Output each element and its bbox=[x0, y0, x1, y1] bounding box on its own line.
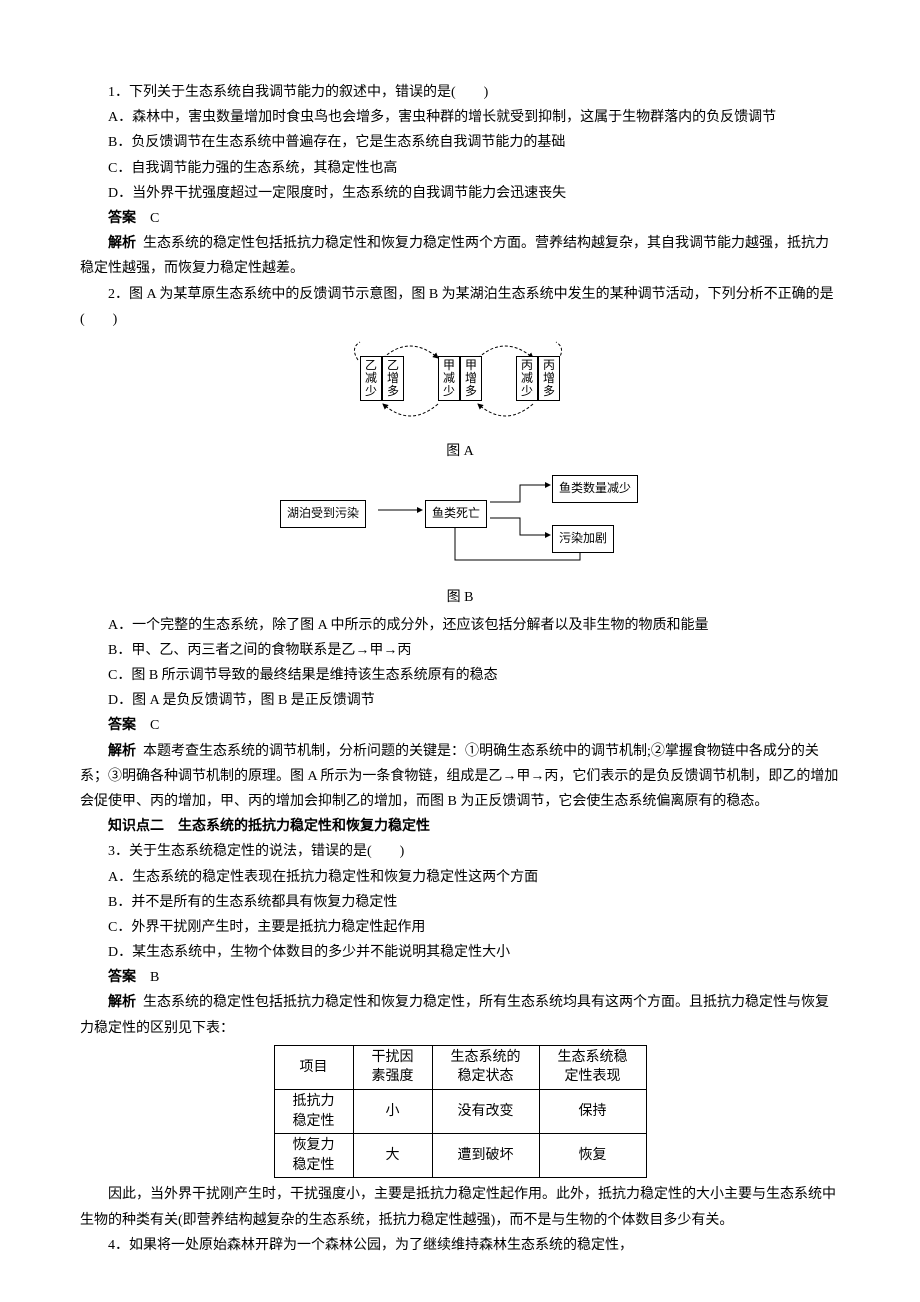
q3-explain-pre-text: 生态系统的稳定性包括抵抗力稳定性和恢复力稳定性，所有生态系统均具有这两个方面。且… bbox=[80, 995, 829, 1035]
table-header-row: 项目 干扰因素强度 生态系统的稳定状态 生态系统稳定性表现 bbox=[274, 1045, 646, 1089]
td-r1c2: 小 bbox=[353, 1090, 432, 1134]
q1-optB: B．负反馈调节在生态系统中普遍存在，它是生态系统自我调节能力的基础 bbox=[80, 130, 840, 155]
box-jia-dec: 甲减少 bbox=[438, 356, 460, 402]
th-intensity: 干扰因素强度 bbox=[353, 1045, 432, 1089]
q3-optA: A．生态系统的稳定性表现在抵抗力稳定性和恢复力稳定性这两个方面 bbox=[80, 865, 840, 890]
td-r2c1: 恢复力稳定性 bbox=[274, 1134, 353, 1178]
box-bing-inc: 丙增多 bbox=[538, 356, 560, 402]
q3-table: 项目 干扰因素强度 生态系统的稳定状态 生态系统稳定性表现 抵抗力稳定性 小 没… bbox=[274, 1045, 647, 1179]
q3-optD: D．某生态系统中，生物个体数目的多少并不能说明其稳定性大小 bbox=[80, 940, 840, 965]
box-bing-dec: 丙减少 bbox=[516, 356, 538, 402]
q3-optC: C．外界干扰刚产生时，主要是抵抗力稳定性起作用 bbox=[80, 915, 840, 940]
box-lake: 湖泊受到污染 bbox=[280, 500, 366, 528]
table-row: 抵抗力稳定性 小 没有改变 保持 bbox=[274, 1090, 646, 1134]
q4-stem: 4．如果将一处原始森林开辟为一个森林公园，为了继续维持森林生态系统的稳定性， bbox=[80, 1233, 840, 1258]
diagram-B: 湖泊受到污染 鱼类死亡 鱼类数量减少 污染加剧 bbox=[260, 470, 660, 570]
box-yi-dec: 乙减少 bbox=[360, 356, 382, 402]
q3-answer-line: 答案 B bbox=[80, 965, 840, 990]
q2-explain-label: 解析 bbox=[108, 744, 136, 759]
q1-answer-label: 答案 bbox=[108, 211, 136, 226]
figure-B: 湖泊受到污染 鱼类死亡 鱼类数量减少 污染加剧 bbox=[80, 470, 840, 579]
td-r2c3: 遭到破坏 bbox=[432, 1134, 539, 1178]
q3-explain-pre: 解析生态系统的稳定性包括抵抗力稳定性和恢复力稳定性，所有生态系统均具有这两个方面… bbox=[80, 990, 840, 1040]
td-r1c4: 保持 bbox=[539, 1090, 646, 1134]
q1-stem: 1．下列关于生态系统自我调节能力的叙述中，错误的是( ) bbox=[80, 80, 840, 105]
td-r1c1: 抵抗力稳定性 bbox=[274, 1090, 353, 1134]
q1-optD: D．当外界干扰强度超过一定限度时，生态系统的自我调节能力会迅速丧失 bbox=[80, 181, 840, 206]
box-jia-inc: 甲增多 bbox=[460, 356, 482, 402]
box-fish-die: 鱼类死亡 bbox=[425, 500, 487, 528]
box-fish-dec: 鱼类数量减少 bbox=[552, 475, 638, 503]
td-r2c4: 恢复 bbox=[539, 1134, 646, 1178]
q1-explain: 生态系统的稳定性包括抵抗力稳定性和恢复力稳定性两个方面。营养结构越复杂，其自我调… bbox=[80, 236, 829, 276]
q1-answer-line: 答案 C bbox=[80, 206, 840, 231]
q1-explain-line: 解析生态系统的稳定性包括抵抗力稳定性和恢复力稳定性两个方面。营养结构越复杂，其自… bbox=[80, 231, 840, 281]
q2-explain-line: 解析本题考查生态系统的调节机制，分析问题的关键是：①明确生态系统中的调节机制;②… bbox=[80, 739, 840, 815]
q2-answer-line: 答案 C bbox=[80, 713, 840, 738]
q3-answer: B bbox=[150, 970, 159, 985]
q2-optD: D．图 A 是负反馈调节，图 B 是正反馈调节 bbox=[80, 688, 840, 713]
q1-answer: C bbox=[150, 211, 159, 226]
figure-A: 乙减少 乙增多 甲减少 甲增多 丙减少 丙增多 bbox=[80, 338, 840, 433]
th-project: 项目 bbox=[274, 1045, 353, 1089]
q3-explain-label: 解析 bbox=[108, 995, 136, 1010]
th-behave: 生态系统稳定性表现 bbox=[539, 1045, 646, 1089]
kp2-title: 知识点二 生态系统的抵抗力稳定性和恢复力稳定性 bbox=[80, 814, 840, 839]
q1-optA: A．森林中，害虫数量增加时食虫鸟也会增多，害虫种群的增长就受到抑制，这属于生物群… bbox=[80, 105, 840, 130]
q1-explain-label: 解析 bbox=[108, 236, 136, 251]
diagram-A: 乙减少 乙增多 甲减少 甲增多 丙减少 丙增多 bbox=[320, 338, 600, 424]
q1-optC: C．自我调节能力强的生态系统，其稳定性也高 bbox=[80, 156, 840, 181]
q3-answer-label: 答案 bbox=[108, 970, 136, 985]
box-yi-inc: 乙增多 bbox=[382, 356, 404, 402]
q2-stem: 2．图 A 为某草原生态系统中的反馈调节示意图，图 B 为某湖泊生态系统中发生的… bbox=[80, 282, 840, 332]
q3-stem: 3．关于生态系统稳定性的说法，错误的是( ) bbox=[80, 839, 840, 864]
q3-explain-post: 因此，当外界干扰刚产生时，干扰强度小，主要是抵抗力稳定性起作用。此外，抵抗力稳定… bbox=[80, 1182, 840, 1232]
q2-optA: A．一个完整的生态系统，除了图 A 中所示的成分外，还应该包括分解者以及非生物的… bbox=[80, 613, 840, 638]
box-pollute-inc: 污染加剧 bbox=[552, 525, 614, 553]
q2-answer: C bbox=[150, 718, 159, 733]
figure-B-label: 图 B bbox=[80, 585, 840, 610]
th-state: 生态系统的稳定状态 bbox=[432, 1045, 539, 1089]
q2-explain: 本题考查生态系统的调节机制，分析问题的关键是：①明确生态系统中的调节机制;②掌握… bbox=[80, 744, 838, 809]
q2-optC: C．图 B 所示调节导致的最终结果是维持该生态系统原有的稳态 bbox=[80, 663, 840, 688]
q2-optB: B．甲、乙、丙三者之间的食物联系是乙→甲→丙 bbox=[80, 638, 840, 663]
q2-answer-label: 答案 bbox=[108, 718, 136, 733]
td-r2c2: 大 bbox=[353, 1134, 432, 1178]
figure-A-label: 图 A bbox=[80, 439, 840, 464]
q3-optB: B．并不是所有的生态系统都具有恢复力稳定性 bbox=[80, 890, 840, 915]
td-r1c3: 没有改变 bbox=[432, 1090, 539, 1134]
table-row: 恢复力稳定性 大 遭到破坏 恢复 bbox=[274, 1134, 646, 1178]
